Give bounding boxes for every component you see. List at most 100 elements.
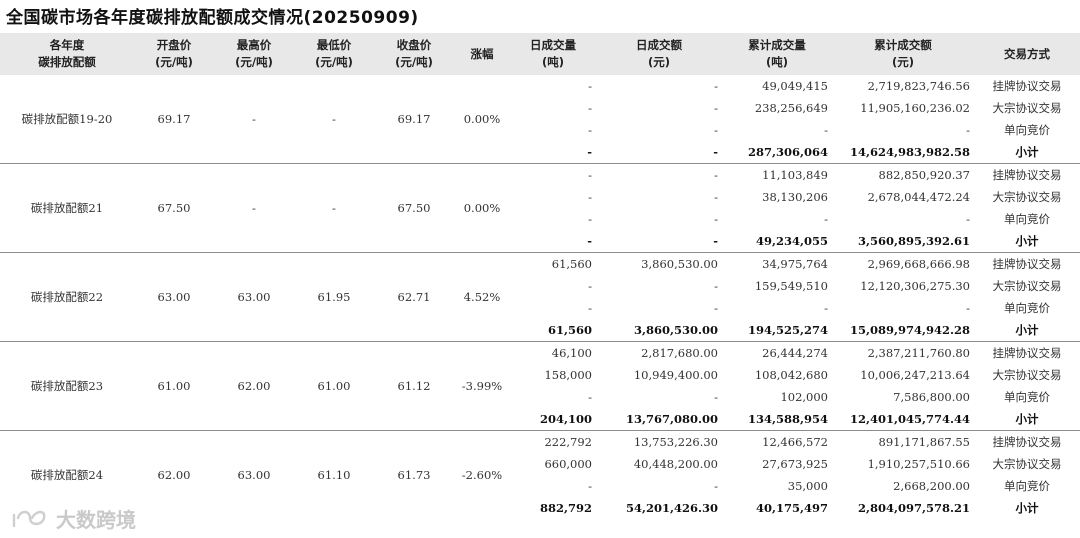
cum-volume: 27,673,925 — [762, 457, 828, 471]
daily-amount: - — [714, 79, 718, 93]
daily-volume: 158,000 — [544, 368, 592, 382]
daily-volume: - — [588, 301, 592, 315]
header-daily-volume: 日成交量 (吨) — [510, 33, 596, 75]
cum-amount: 11,905,160,236.02 — [860, 101, 970, 115]
daily-volume: - — [588, 190, 592, 204]
allowance-name: 碳排放配额24 — [30, 468, 104, 482]
table-row: - - 38,130,206 2,678,044,472.24 大宗协议交易 — [0, 186, 1080, 208]
trade-mode: 挂牌协议交易 — [992, 168, 1062, 182]
high-price: 63.00 — [237, 468, 271, 482]
table-row: - - 159,549,510 12,120,306,275.30 大宗协议交易 — [0, 275, 1080, 297]
daily-amount: - — [714, 212, 718, 226]
cum-amount: 12,120,306,275.30 — [860, 279, 970, 293]
table-row: 碳排放配额24 62.00 63.00 61.10 61.73 -2.60% 222,792… — [0, 431, 1080, 482]
trade-mode: 挂牌协议交易 — [992, 346, 1062, 360]
allowance-name: 碳排放配额23 — [0, 341, 134, 431]
cum-volume: 238,256,649 — [754, 101, 828, 115]
cum-amount: 10,006,247,213.64 — [860, 368, 970, 382]
daily-amount: - — [596, 230, 722, 253]
table-row: 碳排放配额19-20 69.17- -69.17 0.00% - -49,049,415 2… — [0, 75, 1080, 164]
high-price: 63.00 — [214, 252, 294, 342]
table-row: - - - - 单向竞价 — [0, 208, 1080, 230]
daily-amount: 13,767,080.00 — [596, 408, 722, 431]
cum-amount: 7,586,800.00 — [893, 390, 970, 404]
high-price: - — [214, 163, 294, 253]
open-price: 61.00 — [134, 341, 214, 431]
header-high: 最高价 (元/吨) — [214, 33, 294, 75]
daily-volume: 222,792 — [544, 435, 592, 449]
infinity-logo-icon — [8, 506, 50, 530]
trade-mode: 大宗协议交易 — [992, 279, 1062, 293]
cum-volume: 49,234,055 — [722, 230, 832, 253]
daily-amount: 2,817,680.00 — [641, 346, 718, 360]
header-change: 涨幅 — [454, 33, 510, 75]
header-low: 最低价 (元/吨) — [294, 33, 374, 75]
cum-volume: 11,103,849 — [762, 168, 828, 182]
trade-mode: 小计 — [974, 408, 1080, 431]
price-change: -2.60% — [461, 468, 503, 482]
cum-amount: 2,668,200.00 — [893, 479, 970, 493]
daily-volume: - — [588, 390, 592, 404]
cum-volume: 159,549,510 — [754, 279, 828, 293]
cum-volume: - — [824, 301, 828, 315]
subtotal-row: 61,560 3,860,530.00 194,525,274 15,089,974,… — [0, 319, 1080, 342]
cum-amount: 3,560,895,392.61 — [832, 230, 974, 253]
trade-mode: 大宗协议交易 — [992, 101, 1062, 115]
header-trade-mode: 交易方式 — [974, 33, 1080, 75]
low-price: 61.10 — [317, 468, 351, 482]
carbon-trading-table: 各年度 碳排放配额 开盘价 (元/吨) 最高价 (元/吨) 最低价 (元/吨) 收盘价(… — [0, 33, 1080, 519]
trade-mode: 小计 — [974, 230, 1080, 253]
table-row: - - 35,000 2,668,200.00 单向竞价 — [0, 475, 1080, 497]
daily-volume: - — [588, 79, 592, 93]
price-change: -3.99% — [454, 341, 510, 431]
cum-volume: 12,466,572 — [762, 435, 828, 449]
daily-volume: - — [510, 141, 596, 164]
cum-amount: 15,089,974,942.28 — [832, 319, 974, 342]
cum-volume: 134,588,954 — [722, 408, 832, 431]
trade-mode: 单向竞价 — [1004, 479, 1050, 493]
high-price: - — [214, 75, 294, 164]
daily-amount: 10,949,400.00 — [633, 368, 718, 382]
table-row: - - - - 单向竞价 — [0, 297, 1080, 319]
daily-amount: - — [714, 390, 718, 404]
cum-amount: 2,387,211,760.80 — [867, 346, 970, 360]
table-row: 碳排放配额23 61.00 62.00 61.00 61.12 -3.99% 46,100 2… — [0, 341, 1080, 431]
low-price: 61.95 — [294, 252, 374, 342]
cum-volume: 49,049,415 — [762, 79, 828, 93]
cum-volume: 108,042,680 — [754, 368, 828, 382]
table-header-row: 各年度 碳排放配额 开盘价 (元/吨) 最高价 (元/吨) 最低价 (元/吨) 收盘价(… — [0, 33, 1080, 75]
trade-mode: 挂牌协议交易 — [992, 79, 1062, 93]
close-price: 62.71 — [374, 252, 454, 342]
cum-volume: 194,525,274 — [722, 319, 832, 342]
daily-amount: - — [714, 301, 718, 315]
header-open: 开盘价 (元/吨) — [134, 33, 214, 75]
allowance-name: 碳排放配额19-20 — [0, 75, 134, 164]
trade-mode: 挂牌协议交易 — [992, 257, 1062, 271]
header-close: 收盘价 (元/吨) — [374, 33, 454, 75]
table-row: 158,000 10,949,400.00 108,042,680 10,006,24… — [0, 364, 1080, 386]
daily-amount: - — [714, 479, 718, 493]
cum-amount: 2,804,097,578.21 — [857, 501, 970, 515]
daily-volume: 204,100 — [510, 408, 596, 431]
cum-volume: 26,444,274 — [762, 346, 828, 360]
daily-amount: - — [714, 101, 718, 115]
daily-volume: 61,560 — [551, 257, 592, 271]
table-row: - - - - 单向竞价 — [0, 119, 1080, 141]
trade-mode: 单向竞价 — [1004, 123, 1050, 137]
subtotal-row: 882,792 54,201,426.30 40,175,497 2,804,097,… — [0, 497, 1080, 519]
daily-volume: - — [588, 101, 592, 115]
cum-volume: 34,975,764 — [762, 257, 828, 271]
trade-mode: 挂牌协议交易 — [992, 435, 1062, 449]
trade-mode: 小计 — [1015, 501, 1039, 515]
subtotal-row: - -49,234,055 3,560,895,392.61 小计 — [0, 230, 1080, 253]
cum-amount: 12,401,045,774.44 — [832, 408, 974, 431]
price-change: 4.52% — [454, 252, 510, 342]
close-price: 61.12 — [374, 341, 454, 431]
allowance-name: 碳排放配额22 — [0, 252, 134, 342]
table-row: - - 102,000 7,586,800.00 单向竞价 — [0, 386, 1080, 408]
daily-volume: - — [588, 123, 592, 137]
daily-volume: - — [588, 479, 592, 493]
daily-amount: 3,860,530.00 — [641, 257, 718, 271]
daily-amount: 54,201,426.30 — [625, 501, 718, 515]
close-price: 69.17 — [374, 75, 454, 164]
